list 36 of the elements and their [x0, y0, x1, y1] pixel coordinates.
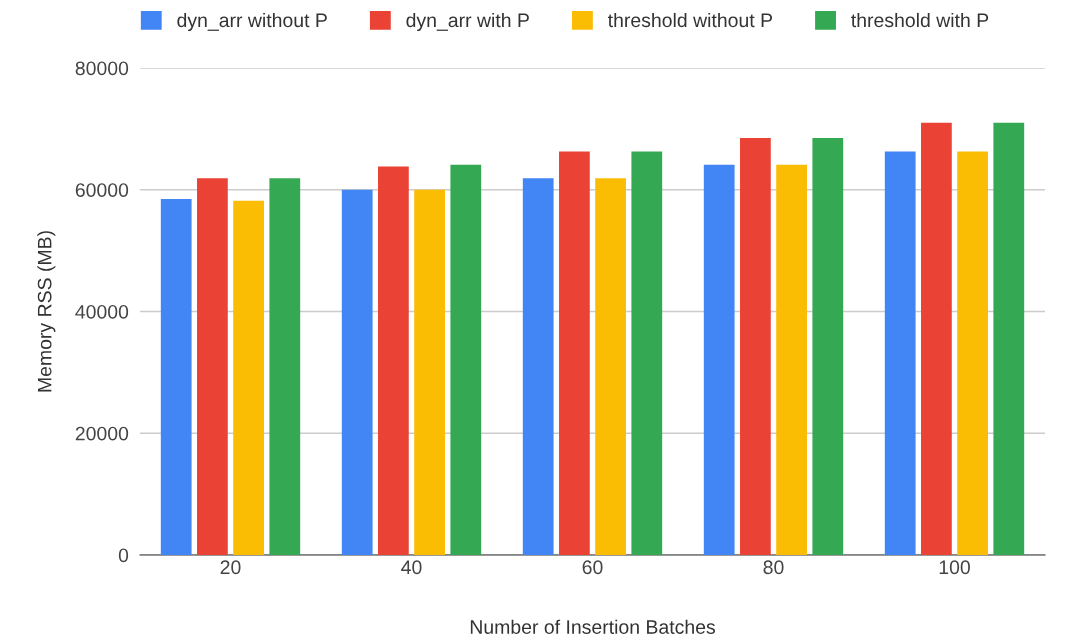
bar — [957, 151, 988, 555]
bar — [341, 189, 373, 555]
bar — [269, 178, 301, 555]
y-tick-label: 80000 — [75, 61, 129, 76]
bar — [450, 164, 482, 555]
y-tick-label: 20000 — [75, 426, 129, 441]
y-tick-label: 40000 — [75, 304, 129, 319]
y-axis-title: Memory RSS (MB) — [37, 231, 56, 392]
bar — [740, 138, 771, 555]
y-tick-label: 0 — [118, 548, 129, 563]
bar — [595, 178, 626, 555]
x-tick-label: 80 — [763, 560, 784, 575]
x-tick-label: 20 — [220, 560, 241, 575]
legend-label: threshold with P — [851, 12, 989, 28]
bar — [776, 164, 807, 555]
bar — [160, 198, 192, 555]
bar — [812, 138, 844, 555]
bar — [197, 178, 228, 555]
bar — [993, 122, 1025, 555]
y-tick-label: 60000 — [75, 183, 129, 197]
bar — [559, 151, 590, 555]
legend-label: dyn_arr with P — [406, 12, 529, 32]
bar — [631, 151, 663, 555]
bar — [233, 200, 264, 555]
bar — [378, 166, 409, 555]
legend-label: dyn_arr without P — [177, 12, 327, 32]
x-tick-label: 100 — [939, 560, 970, 575]
bar — [884, 151, 916, 555]
x-tick-label: 60 — [582, 560, 603, 575]
bar — [921, 122, 952, 555]
bar — [414, 189, 445, 555]
bar — [703, 164, 735, 555]
x-axis-title: Number of Insertion Batches — [470, 619, 716, 634]
legend-label: threshold without P — [607, 12, 773, 28]
x-tick-label: 40 — [401, 560, 422, 575]
bar — [522, 178, 554, 555]
